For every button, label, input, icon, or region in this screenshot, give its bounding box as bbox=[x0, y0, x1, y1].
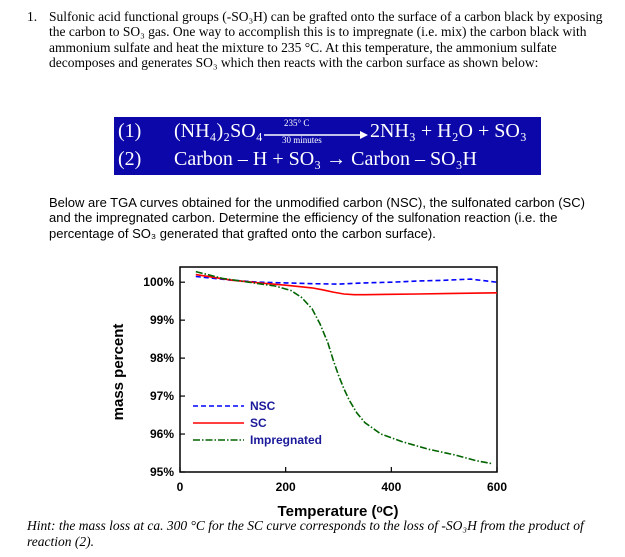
y-tick-label: 100% bbox=[143, 275, 174, 289]
equation-2-text: Carbon – H + SO₃ → Carbon – SO₃H bbox=[174, 148, 477, 170]
plot-frame bbox=[179, 266, 498, 473]
equation-box: (1) (NH₄)₂SO₄ 235° C 30 minutes 2NH₃ + H… bbox=[114, 117, 541, 175]
legend-label: SC bbox=[250, 416, 267, 430]
x-tick-label: 600 bbox=[487, 480, 507, 494]
instructions-paragraph: Below are TGA curves obtained for the un… bbox=[49, 195, 585, 241]
legend-label: NSC bbox=[250, 399, 276, 413]
hint-text: Hint: the mass loss at ca. 300 °C for th… bbox=[27, 518, 584, 549]
y-tick-label: 97% bbox=[150, 389, 174, 403]
equation-1-reactant: (NH₄)₂SO₄ bbox=[174, 120, 263, 142]
series-line-impregnated bbox=[195, 270, 492, 465]
y-tick-label: 98% bbox=[150, 351, 174, 365]
y-tick-label: 95% bbox=[150, 465, 174, 479]
legend-label: Impregnated bbox=[250, 433, 322, 447]
x-axis-label: Temperature (ᵒC) bbox=[278, 503, 399, 520]
y-tick-label: 96% bbox=[150, 427, 174, 441]
series-line-sc bbox=[195, 273, 498, 296]
x-tick-label: 0 bbox=[177, 480, 184, 494]
reaction-arrow-icon bbox=[264, 131, 368, 139]
x-tick-label: 200 bbox=[276, 480, 296, 494]
equation-1-number: (1) bbox=[118, 120, 142, 142]
question-text: Sulfonic acid functional groups (-SO₃H) … bbox=[49, 9, 603, 70]
equation-1-time: 30 minutes bbox=[282, 135, 322, 145]
y-axis-label: mass percent bbox=[110, 324, 127, 421]
equation-1-products: 2NH₃ + H₂O + SO₃ bbox=[370, 120, 527, 142]
y-tick-label: 99% bbox=[150, 313, 174, 327]
x-tick-label: 400 bbox=[381, 480, 401, 494]
equation-1-temperature: 235° C bbox=[284, 118, 310, 128]
question-number: 1. bbox=[27, 9, 38, 24]
equation-2-number: (2) bbox=[118, 148, 142, 170]
